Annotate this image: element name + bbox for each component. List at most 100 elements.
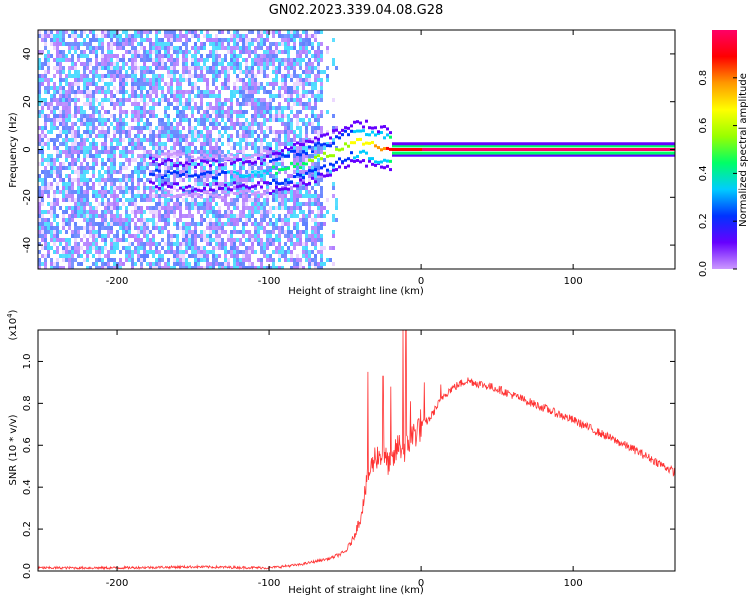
heatmap-ridge-cell <box>665 144 668 148</box>
heatmap-noise-cell <box>188 122 191 126</box>
heatmap-noise-cell <box>281 114 284 118</box>
heatmap-noise-cell <box>269 258 272 262</box>
heatmap-noise-cell <box>149 134 152 138</box>
heatmap-noise-cell <box>80 54 83 58</box>
heatmap-noise-cell <box>149 42 152 46</box>
heatmap-noise-cell <box>272 214 275 218</box>
heatmap-noise-cell <box>308 154 311 158</box>
heatmap-noise-cell <box>251 250 254 254</box>
heatmap-noise-cell <box>266 222 269 226</box>
heatmap-noise-cell <box>158 122 161 126</box>
heatmap-noise-cell <box>185 230 188 234</box>
heatmap-noise-cell <box>146 102 149 106</box>
heatmap-noise-cell <box>62 102 65 106</box>
heatmap-noise-cell <box>185 78 188 82</box>
heatmap-noise-cell <box>230 202 233 206</box>
heatmap-noise-cell <box>251 118 254 122</box>
heatmap-noise-cell <box>92 242 95 246</box>
heatmap-noise-cell <box>47 226 50 230</box>
heatmap-noise-cell <box>254 50 257 54</box>
heatmap-noise-cell <box>95 70 98 74</box>
heatmap-ridge-cell <box>260 193 263 197</box>
heatmap-noise-cell <box>110 178 113 182</box>
heatmap-noise-cell <box>68 50 71 54</box>
heatmap-ridge-cell <box>287 147 290 151</box>
heatmap-noise-cell <box>206 134 209 138</box>
heatmap-noise-cell <box>47 222 50 226</box>
heatmap-noise-cell <box>107 118 110 122</box>
heatmap-noise-cell <box>197 234 200 238</box>
heatmap-noise-cell <box>173 106 176 110</box>
heatmap-noise-cell <box>128 134 131 138</box>
heatmap-noise-cell <box>311 162 314 166</box>
heatmap-noise-cell <box>254 138 257 142</box>
heatmap-noise-cell <box>194 46 197 50</box>
heatmap-noise-cell <box>260 126 263 130</box>
heatmap-noise-cell <box>248 122 251 126</box>
heatmap-noise-cell <box>239 106 242 110</box>
heatmap-ridge-cell <box>497 151 500 155</box>
heatmap-noise-cell <box>272 50 275 54</box>
heatmap-noise-cell <box>152 130 155 134</box>
heatmap-noise-cell <box>131 234 134 238</box>
heatmap-noise-cell <box>101 174 104 178</box>
heatmap-noise-cell <box>248 38 251 42</box>
heatmap-ridge-cell <box>335 135 338 139</box>
heatmap-ridge-cell <box>212 158 215 162</box>
heatmap-ridge-cell <box>662 151 665 155</box>
heatmap-noise-cell <box>248 130 251 134</box>
heatmap-noise-cell <box>89 222 92 226</box>
heatmap-noise-cell <box>203 110 206 114</box>
heatmap-ridge-cell <box>251 154 254 158</box>
heatmap-noise-cell <box>254 266 257 269</box>
heatmap-noise-cell <box>251 58 254 62</box>
heatmap-noise-cell <box>68 94 71 98</box>
heatmap-noise-cell <box>107 226 110 230</box>
heatmap-noise-cell <box>137 94 140 98</box>
heatmap-noise-cell <box>266 210 269 214</box>
heatmap-ridge-cell <box>449 153 452 157</box>
heatmap-noise-cell <box>110 246 113 250</box>
heatmap-noise-cell <box>209 90 212 94</box>
heatmap-noise-cell <box>278 50 281 54</box>
heatmap-noise-cell <box>287 122 290 126</box>
heatmap-noise-cell <box>143 198 146 202</box>
heatmap-noise-cell <box>185 50 188 54</box>
heatmap-noise-cell <box>314 190 317 194</box>
heatmap-noise-cell <box>65 198 68 202</box>
heatmap-ridge-cell <box>353 159 356 163</box>
heatmap-noise-cell <box>209 218 212 222</box>
heatmap-noise-cell <box>239 110 242 114</box>
heatmap-noise-cell <box>317 238 320 242</box>
heatmap-noise-cell <box>167 174 170 178</box>
heatmap-noise-cell <box>164 106 167 110</box>
heatmap-noise-cell <box>152 214 155 218</box>
heatmap-noise-cell <box>155 222 158 226</box>
heatmap-noise-cell <box>128 142 131 146</box>
heatmap-noise-cell <box>56 30 59 34</box>
heatmap-noise-cell <box>116 90 119 94</box>
heatmap-noise-cell <box>110 58 113 62</box>
heatmap-noise-cell <box>260 130 263 134</box>
heatmap-ridge-cell <box>605 151 608 155</box>
heatmap-noise-cell <box>80 182 83 186</box>
heatmap-ridge-cell <box>350 151 353 155</box>
heatmap-noise-cell <box>197 110 200 114</box>
heatmap-noise-cell <box>149 114 152 118</box>
heatmap-noise-cell <box>284 194 287 198</box>
heatmap-noise-cell <box>146 82 149 86</box>
heatmap-noise-cell <box>293 130 296 134</box>
heatmap-noise-cell <box>155 166 158 170</box>
heatmap-noise-cell <box>68 246 71 250</box>
heatmap-noise-cell <box>215 50 218 54</box>
heatmap-noise-cell <box>269 218 272 222</box>
heatmap-ridge-cell <box>458 153 461 157</box>
heatmap-noise-cell <box>206 82 209 86</box>
heatmap-noise-cell <box>314 198 317 202</box>
heatmap-noise-cell <box>251 102 254 106</box>
heatmap-noise-cell <box>197 178 200 182</box>
heatmap-noise-cell <box>71 54 74 58</box>
heatmap-noise-cell <box>56 234 59 238</box>
heatmap-noise-cell <box>212 230 215 234</box>
heatmap-noise-cell <box>149 186 152 190</box>
